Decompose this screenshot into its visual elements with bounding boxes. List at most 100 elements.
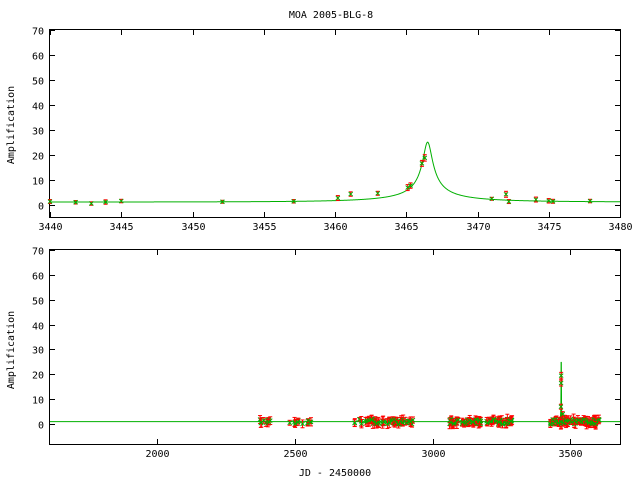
y-axis-label: Amplification xyxy=(6,86,17,164)
x-tick-label: 3475 xyxy=(537,222,561,233)
data-point xyxy=(560,411,566,417)
data-point xyxy=(266,419,272,425)
data-point xyxy=(550,417,556,422)
data-point xyxy=(558,419,564,425)
data-point xyxy=(558,373,564,378)
axis-ticks: 0 10 20 30 40 50 60 70 2000 2500 3000 3500 xyxy=(32,247,620,460)
x-tick-label: 2500 xyxy=(283,449,307,460)
data-point xyxy=(300,421,305,427)
data-point xyxy=(503,191,509,197)
x-tick-label: 3450 xyxy=(181,222,205,233)
data-point xyxy=(576,417,582,423)
y-tick-label: 10 xyxy=(32,396,44,407)
axis-ticks: 0 10 20 30 40 50 60 70 3440 3445 3450 3455 3460 3465 3… xyxy=(32,27,633,234)
chart-title: MOA 2005-BLG-8 xyxy=(289,10,373,21)
data-point xyxy=(592,421,598,427)
x-tick-label: 2000 xyxy=(145,449,169,460)
x-tick-label: 3500 xyxy=(558,449,582,460)
data-point xyxy=(335,195,341,201)
data-point xyxy=(220,199,225,205)
y-tick-label: 0 xyxy=(38,202,44,213)
data-point xyxy=(496,419,501,425)
data-point xyxy=(547,421,553,427)
data-point xyxy=(308,419,313,425)
data-point xyxy=(408,419,413,424)
data-point xyxy=(359,421,364,427)
data-point xyxy=(572,418,577,423)
y-tick-label: 20 xyxy=(32,152,44,163)
y-tick-label: 50 xyxy=(32,297,44,308)
model-line xyxy=(50,141,620,203)
x-tick-label: 3455 xyxy=(252,222,276,233)
data-point xyxy=(385,421,390,427)
data-point xyxy=(489,196,495,202)
data-point xyxy=(487,419,493,425)
plot-frame xyxy=(49,29,621,218)
data-point xyxy=(374,421,380,426)
data-point xyxy=(558,404,564,410)
x-tick-label: 3470 xyxy=(466,222,490,233)
data-point xyxy=(477,417,482,423)
data-point xyxy=(404,420,410,426)
data-point xyxy=(410,417,416,423)
data-point xyxy=(408,183,413,188)
y-tick-label: 30 xyxy=(32,127,44,138)
data-point xyxy=(556,420,561,426)
y-tick-label: 30 xyxy=(32,346,44,357)
data-point xyxy=(459,419,465,425)
data-point xyxy=(295,419,301,425)
x-tick-label: 3445 xyxy=(109,222,133,233)
data-point xyxy=(398,418,403,424)
plot-frame xyxy=(49,249,621,445)
data-points xyxy=(47,154,593,206)
x-tick-label: 3440 xyxy=(38,222,62,233)
x-axis-label: JD - 2450000 xyxy=(299,468,371,479)
data-point xyxy=(533,197,539,202)
y-tick-label: 70 xyxy=(32,247,44,258)
data-point xyxy=(348,191,354,197)
data-point xyxy=(381,419,386,425)
data-points xyxy=(257,371,602,430)
data-point xyxy=(581,417,587,422)
y-tick-label: 70 xyxy=(32,27,44,38)
y-tick-label: 50 xyxy=(32,77,44,88)
data-point xyxy=(103,199,108,205)
y-tick-label: 20 xyxy=(32,371,44,382)
data-point xyxy=(587,198,593,204)
x-tick-label: 3465 xyxy=(394,222,418,233)
y-tick-label: 40 xyxy=(32,322,44,333)
data-point xyxy=(546,198,552,204)
y-tick-label: 10 xyxy=(32,177,44,188)
y-tick-label: 0 xyxy=(38,421,44,432)
data-point xyxy=(375,190,381,196)
data-point xyxy=(455,417,461,423)
x-tick-label: 3480 xyxy=(608,222,632,233)
data-point xyxy=(567,418,572,423)
data-point xyxy=(448,416,454,422)
data-point xyxy=(396,421,401,427)
y-axis-label: Amplification xyxy=(6,311,17,389)
data-point xyxy=(451,421,457,426)
data-point xyxy=(47,199,53,204)
data-point xyxy=(422,155,428,161)
data-point xyxy=(586,420,592,426)
data-point xyxy=(473,417,479,422)
data-point xyxy=(352,420,357,426)
data-point xyxy=(558,380,564,386)
data-point xyxy=(88,201,94,206)
data-point xyxy=(491,416,496,422)
data-point xyxy=(500,421,505,427)
data-point xyxy=(467,417,472,423)
data-point xyxy=(391,417,397,422)
data-point xyxy=(368,417,374,423)
bottom-panel: Amplification 0 10 20 30 40 50 60 70 2000 2500 300… xyxy=(6,247,621,479)
data-point xyxy=(419,161,425,166)
y-tick-label: 60 xyxy=(32,272,44,283)
data-point xyxy=(259,419,264,425)
x-tick-label: 3000 xyxy=(421,449,445,460)
data-point xyxy=(287,420,293,426)
data-point xyxy=(552,419,558,424)
y-tick-label: 60 xyxy=(32,52,44,63)
